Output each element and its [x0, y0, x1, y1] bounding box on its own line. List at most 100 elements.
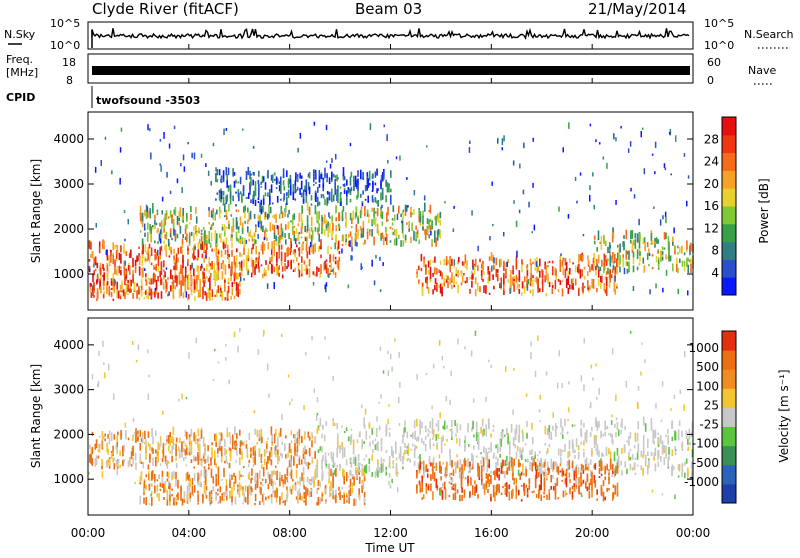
colorbar-swatch: [722, 134, 736, 154]
data-cell: [176, 275, 178, 284]
data-cell: [147, 292, 150, 298]
data-cell: [205, 489, 207, 496]
data-cell: [582, 469, 585, 474]
data-cell: [270, 459, 273, 466]
data-cell: [657, 437, 660, 442]
data-cell: [421, 422, 423, 429]
data-cell: [208, 207, 210, 211]
data-cell: [504, 460, 507, 467]
data-cell: [258, 436, 261, 442]
data-cell: [608, 475, 610, 477]
data-cell: [372, 173, 374, 179]
nsky-left-bottom: 10^0: [50, 39, 80, 52]
data-cell: [514, 435, 517, 440]
data-cell: [274, 470, 276, 476]
data-cell: [267, 496, 270, 499]
data-cell: [296, 441, 299, 445]
data-cell: [521, 262, 524, 265]
data-cell: [584, 432, 587, 442]
data-cell: [526, 432, 528, 439]
data-cell: [243, 245, 245, 255]
data-cell: [245, 170, 248, 180]
data-cell: [170, 250, 173, 254]
data-cell: [513, 200, 515, 204]
data-cell: [129, 278, 131, 289]
data-cell: [205, 163, 207, 167]
data-cell: [456, 454, 458, 458]
data-cell: [276, 196, 279, 203]
data-cell: [151, 428, 153, 436]
data-cell: [572, 262, 574, 265]
data-cell: [331, 229, 333, 239]
colorbar-swatch: [722, 483, 736, 504]
data-cell: [235, 179, 237, 184]
data-cell: [634, 239, 637, 249]
data-cell: [489, 236, 491, 241]
data-cell: [400, 213, 402, 218]
data-cell: [287, 374, 290, 378]
data-cell: [202, 289, 204, 300]
data-cell: [509, 450, 511, 456]
data-cell: [464, 460, 467, 467]
data-cell: [393, 214, 396, 222]
data-cell: [557, 466, 560, 475]
data-cell: [260, 246, 263, 251]
data-cell: [183, 497, 186, 503]
data-cell: [576, 478, 578, 485]
data-cell: [260, 228, 263, 232]
data-cell: [194, 456, 197, 462]
data-cell: [265, 233, 267, 238]
data-cell: [441, 355, 444, 361]
data-cell: [268, 213, 270, 219]
data-cell: [534, 451, 536, 456]
data-cell: [326, 178, 328, 183]
data-cell: [426, 227, 429, 234]
data-cell: [158, 493, 160, 502]
data-cell: [306, 268, 309, 275]
freq-tick-bottom: 8: [66, 74, 73, 87]
data-cell: [290, 241, 292, 250]
data-cell: [545, 292, 548, 297]
data-cell: [509, 446, 511, 451]
data-cell: [583, 451, 585, 458]
data-cell: [288, 233, 290, 240]
data-cell: [353, 181, 355, 192]
data-cell: [578, 288, 580, 297]
data-cell: [234, 261, 236, 268]
data-cell: [434, 230, 436, 238]
data-cell: [538, 463, 541, 467]
data-cell: [376, 188, 378, 194]
data-cell: [316, 471, 319, 478]
data-cell: [606, 425, 609, 429]
data-cell: [518, 440, 521, 443]
data-cell: [424, 436, 427, 440]
data-cell: [290, 430, 293, 436]
data-cell: [674, 445, 676, 449]
data-cell: [665, 232, 667, 239]
data-cell: [674, 245, 676, 255]
data-cell: [106, 273, 109, 281]
data-cell: [204, 469, 207, 475]
data-cell: [120, 269, 122, 276]
data-cell: [110, 432, 113, 442]
data-cell: [346, 492, 348, 496]
data-cell: [273, 232, 276, 239]
data-cell: [559, 259, 562, 268]
data-cell: [197, 481, 199, 486]
data-cell: [214, 230, 216, 240]
data-cell: [278, 249, 280, 259]
data-cell: [198, 239, 201, 244]
data-cell: [290, 489, 293, 495]
data-cell: [432, 289, 434, 295]
data-cell: [689, 245, 691, 256]
data-cell: [374, 444, 377, 450]
data-cell: [313, 388, 315, 393]
data-cell: [512, 409, 514, 415]
data-cell: [446, 425, 448, 429]
data-cell: [524, 459, 527, 463]
data-cell: [429, 204, 432, 214]
data-cell: [571, 284, 573, 289]
data-cell: [314, 242, 316, 253]
data-cell: [290, 238, 292, 244]
data-cell: [352, 439, 355, 450]
